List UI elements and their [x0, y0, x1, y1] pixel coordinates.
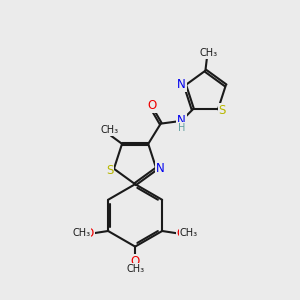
Text: O: O: [177, 226, 186, 240]
Text: N: N: [177, 114, 186, 127]
Text: S: S: [218, 104, 226, 117]
Text: O: O: [148, 99, 157, 112]
Text: S: S: [106, 164, 113, 177]
Text: N: N: [177, 78, 186, 92]
Text: CH₃: CH₃: [126, 264, 144, 274]
Text: CH₃: CH₃: [199, 48, 218, 58]
Text: H: H: [178, 123, 185, 133]
Text: CH₃: CH₃: [72, 228, 90, 238]
Text: O: O: [85, 226, 94, 240]
Text: CH₃: CH₃: [180, 228, 198, 238]
Text: CH₃: CH₃: [100, 125, 118, 135]
Text: N: N: [156, 162, 165, 175]
Text: O: O: [130, 255, 140, 268]
